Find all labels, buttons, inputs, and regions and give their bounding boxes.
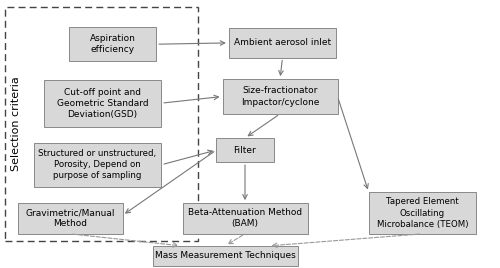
FancyBboxPatch shape [18,203,122,234]
FancyBboxPatch shape [216,138,274,162]
Text: Beta-Attenuation Method
(BAM): Beta-Attenuation Method (BAM) [188,209,302,228]
FancyBboxPatch shape [222,79,338,114]
Text: Aspiration
efficiency: Aspiration efficiency [90,34,136,54]
Text: Cut-off point and
Geometric Standard
Deviation(GSD): Cut-off point and Geometric Standard Dev… [56,88,148,119]
Text: Selection criteria: Selection criteria [11,77,21,171]
FancyBboxPatch shape [368,192,476,234]
FancyBboxPatch shape [69,28,156,61]
Text: Structured or unstructured,
Porosity, Depend on
purpose of sampling: Structured or unstructured, Porosity, De… [38,149,156,180]
Text: Filter: Filter [234,146,256,155]
Text: Gravimetric/Manual
Method: Gravimetric/Manual Method [25,209,115,228]
Text: Mass Measurement Techniques: Mass Measurement Techniques [154,251,296,260]
FancyBboxPatch shape [152,246,298,266]
Text: Size-fractionator
Impactor/cyclone: Size-fractionator Impactor/cyclone [241,86,319,106]
Text: Tapered Element
Oscillating
Microbalance (TEOM): Tapered Element Oscillating Microbalance… [377,198,468,229]
FancyBboxPatch shape [228,28,336,58]
FancyBboxPatch shape [34,143,161,187]
FancyBboxPatch shape [182,203,308,234]
FancyBboxPatch shape [44,80,161,127]
Text: Ambient aerosol inlet: Ambient aerosol inlet [234,38,331,47]
